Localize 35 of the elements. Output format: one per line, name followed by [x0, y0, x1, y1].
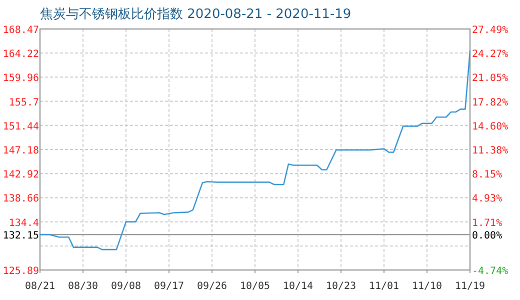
x-tick-label: 09/26: [196, 281, 228, 292]
x-tick-label: 08/30: [68, 281, 98, 292]
y2-tick-label: 1.71%: [472, 218, 502, 229]
x-tick-label: 09/17: [154, 281, 184, 292]
y-tick-label: 159.96: [2, 73, 39, 84]
x-tick-label: 11/19: [454, 281, 486, 292]
x-tick-label: 10/23: [326, 281, 356, 292]
y-tick-label: 132.15: [2, 230, 39, 242]
x-tick-label: 09/08: [110, 281, 142, 292]
y-tick-label: 125.89: [2, 266, 39, 277]
y-tick-label: 147.18: [2, 146, 39, 156]
y2-tick-label: 8.15%: [472, 170, 502, 181]
y2-tick-label: 4.93%: [472, 194, 502, 205]
x-tick-label: 08/21: [24, 281, 56, 292]
x-tick-label: 11/01: [368, 281, 400, 292]
y-tick-label: 164.22: [2, 49, 39, 60]
y-tick-label: 151.44: [2, 121, 39, 132]
y2-tick-label: 0.00%: [472, 230, 502, 242]
y2-tick-label: 14.60%: [472, 121, 508, 132]
y-tick-label: 155.7: [8, 97, 39, 108]
y-tick-label: 142.92: [2, 170, 39, 181]
y2-tick-label: -4.74%: [472, 266, 508, 277]
y-tick-label: 168.47: [2, 25, 39, 36]
x-tick-label: 10/14: [282, 281, 314, 292]
line-series: [39, 50, 471, 250]
y-tick-label: 134.4: [8, 218, 39, 229]
y2-tick-label: 21.05%: [472, 73, 508, 84]
y2-tick-label: 11.38%: [472, 145, 508, 156]
x-tick-label: 10/05: [240, 281, 270, 292]
y2-tick-label: 24.27%: [472, 49, 508, 60]
y2-tick-label: 27.49%: [472, 25, 508, 36]
y2-tick-label: 17.82%: [472, 97, 508, 108]
chart-title: 焦炭与不锈钢板比价指数 2020-08-21 - 2020-11-19: [40, 7, 352, 22]
y-tick-label: 138.66: [2, 194, 39, 205]
x-tick-label: 11/10: [412, 281, 442, 292]
